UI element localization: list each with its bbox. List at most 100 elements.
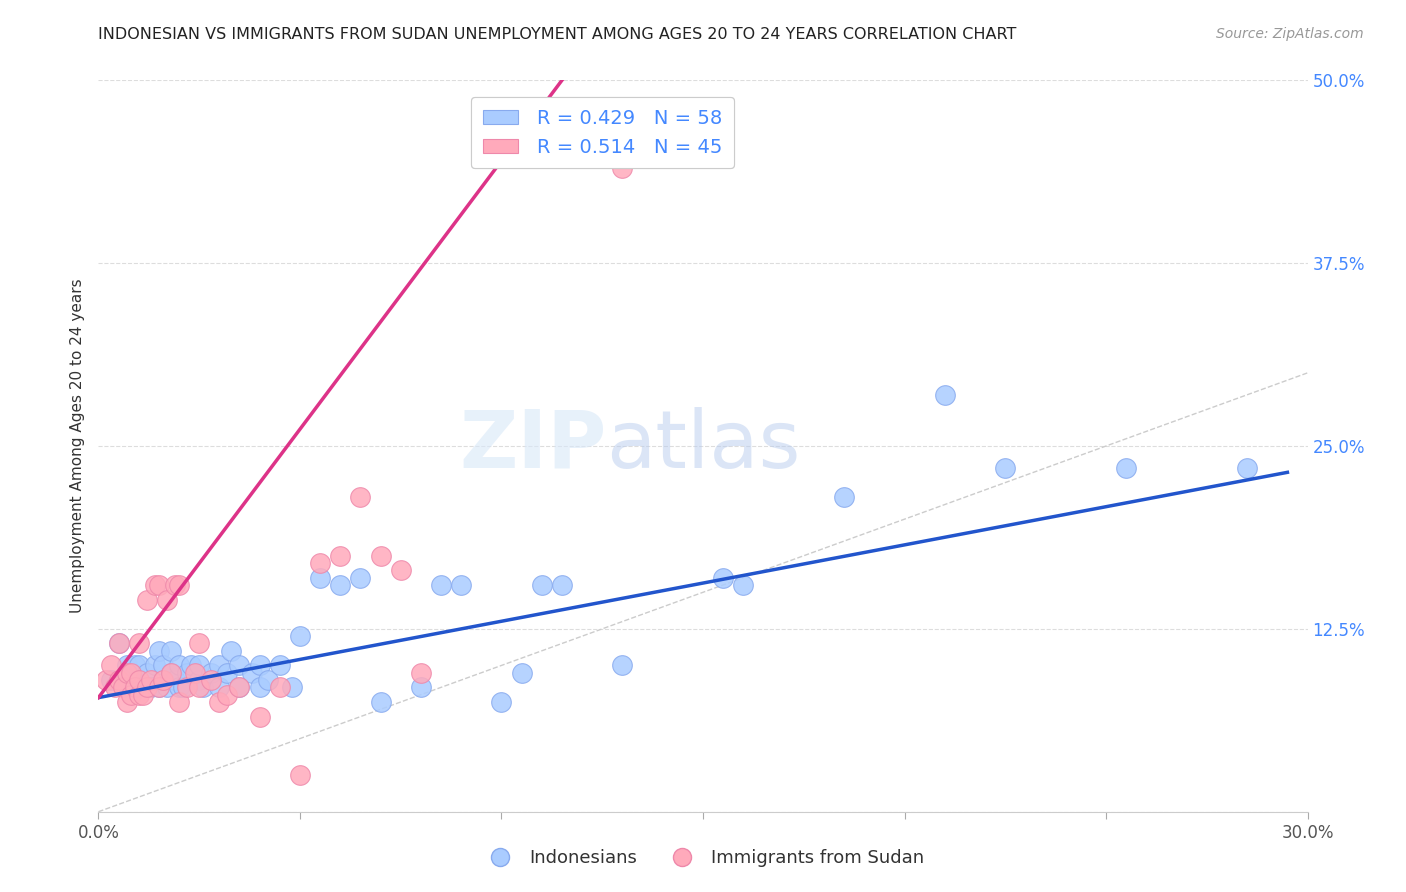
Point — [832, 490, 855, 504]
Point — [1115, 461, 1137, 475]
Point — [256, 673, 278, 687]
Point — [249, 658, 271, 673]
Point — [167, 695, 190, 709]
Text: Source: ZipAtlas.com: Source: ZipAtlas.com — [1216, 27, 1364, 41]
Point — [329, 578, 352, 592]
Point — [200, 673, 222, 687]
Legend: Indonesians, Immigrants from Sudan: Indonesians, Immigrants from Sudan — [475, 842, 931, 874]
Point — [551, 578, 574, 592]
Point — [1236, 461, 1258, 475]
Point — [934, 388, 956, 402]
Point — [115, 658, 138, 673]
Point — [370, 549, 392, 563]
Point — [107, 673, 129, 687]
Point — [135, 681, 157, 695]
Point — [143, 658, 166, 673]
Point — [152, 658, 174, 673]
Point — [172, 681, 194, 695]
Point — [228, 658, 250, 673]
Point — [103, 681, 125, 695]
Point — [139, 673, 162, 687]
Point — [612, 161, 634, 175]
Point — [124, 658, 146, 673]
Legend: R = 0.429   N = 58, R = 0.514   N = 45: R = 0.429 N = 58, R = 0.514 N = 45 — [471, 97, 734, 169]
Point — [228, 681, 250, 695]
Point — [281, 681, 304, 695]
Point — [269, 658, 291, 673]
Point — [269, 681, 291, 695]
Point — [733, 578, 755, 592]
Point — [167, 658, 190, 673]
Point — [208, 681, 231, 695]
Point — [156, 592, 179, 607]
Point — [491, 695, 513, 709]
Text: INDONESIAN VS IMMIGRANTS FROM SUDAN UNEMPLOYMENT AMONG AGES 20 TO 24 YEARS CORRE: INDONESIAN VS IMMIGRANTS FROM SUDAN UNEM… — [98, 27, 1017, 42]
Point — [208, 658, 231, 673]
Point — [163, 673, 186, 687]
Point — [180, 658, 202, 673]
Point — [200, 665, 222, 680]
Point — [143, 578, 166, 592]
Point — [249, 709, 271, 723]
Point — [128, 688, 150, 702]
Text: ZIP: ZIP — [458, 407, 606, 485]
Point — [208, 695, 231, 709]
Point — [510, 665, 533, 680]
Point — [188, 681, 211, 695]
Point — [111, 681, 134, 695]
Point — [100, 658, 122, 673]
Point — [96, 673, 118, 687]
Point — [217, 688, 239, 702]
Point — [115, 695, 138, 709]
Point — [160, 644, 183, 658]
Point — [148, 644, 170, 658]
Point — [167, 681, 190, 695]
Point — [612, 658, 634, 673]
Point — [221, 644, 243, 658]
Text: atlas: atlas — [606, 407, 800, 485]
Point — [120, 681, 142, 695]
Point — [193, 681, 215, 695]
Point — [107, 636, 129, 650]
Point — [160, 665, 183, 680]
Point — [249, 681, 271, 695]
Point — [139, 681, 162, 695]
Point — [176, 665, 198, 680]
Point — [152, 673, 174, 687]
Point — [994, 461, 1017, 475]
Point — [148, 681, 170, 695]
Point — [288, 629, 311, 643]
Point — [217, 665, 239, 680]
Point — [530, 578, 553, 592]
Point — [128, 673, 150, 687]
Point — [309, 571, 332, 585]
Point — [188, 673, 211, 687]
Point — [329, 549, 352, 563]
Point — [389, 563, 412, 577]
Point — [188, 658, 211, 673]
Point — [711, 571, 734, 585]
Point — [148, 578, 170, 592]
Point — [188, 636, 211, 650]
Point — [240, 665, 263, 680]
Point — [288, 768, 311, 782]
Point — [160, 665, 183, 680]
Point — [135, 665, 157, 680]
Point — [120, 688, 142, 702]
Point — [135, 592, 157, 607]
Point — [184, 665, 207, 680]
Point — [163, 578, 186, 592]
Point — [409, 665, 432, 680]
Point — [107, 636, 129, 650]
Point — [120, 665, 142, 680]
Point — [156, 681, 179, 695]
Point — [167, 578, 190, 592]
Point — [128, 658, 150, 673]
Point — [349, 571, 371, 585]
Y-axis label: Unemployment Among Ages 20 to 24 years: Unemployment Among Ages 20 to 24 years — [69, 278, 84, 614]
Point — [430, 578, 453, 592]
Point — [228, 681, 250, 695]
Point — [100, 673, 122, 687]
Point — [370, 695, 392, 709]
Point — [148, 681, 170, 695]
